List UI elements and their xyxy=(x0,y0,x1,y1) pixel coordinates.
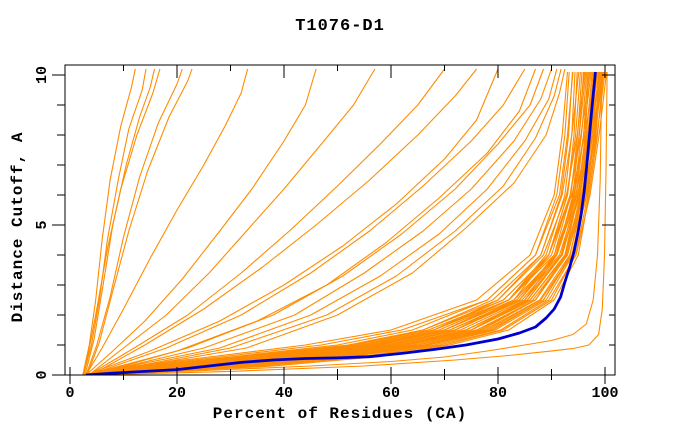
model-curve xyxy=(83,68,161,375)
tick-labels: 0 20 40 60 80 100 0 5 10 xyxy=(34,66,619,402)
model-curve xyxy=(85,71,593,375)
model-curve xyxy=(85,68,249,375)
model-curve xyxy=(85,68,537,375)
model-curve xyxy=(87,71,590,375)
model-curve xyxy=(85,68,317,375)
reference-curve xyxy=(85,71,597,375)
model-curve xyxy=(83,71,596,375)
model-curve xyxy=(83,71,569,375)
model-curve xyxy=(85,71,599,375)
y-tick-label: 5 xyxy=(34,220,51,229)
model-curve xyxy=(85,68,499,375)
plot-border xyxy=(64,64,616,376)
x-tick-label: 60 xyxy=(382,385,400,402)
model-curve xyxy=(85,68,558,375)
model-curve xyxy=(88,71,604,375)
model-curve xyxy=(86,71,589,375)
model-curve xyxy=(86,68,193,375)
model-curve xyxy=(87,71,594,375)
model-curve xyxy=(84,71,573,375)
model-curve xyxy=(82,68,147,375)
model-curve xyxy=(91,71,603,375)
model-curve xyxy=(91,68,562,375)
y-axis-label: Distance Cutoff, A xyxy=(9,132,27,323)
model-curve xyxy=(87,71,601,375)
model-curve xyxy=(84,71,581,375)
model-curve xyxy=(82,68,136,375)
model-curve xyxy=(91,71,608,375)
model-curve xyxy=(85,68,183,375)
chart-title: T1076-D1 xyxy=(295,17,385,36)
model-curve xyxy=(88,71,608,375)
model-curve xyxy=(88,68,566,375)
model-curve xyxy=(84,71,574,375)
model-curve xyxy=(84,71,596,375)
model-curve xyxy=(88,68,526,375)
x-tick-label: 100 xyxy=(591,385,618,402)
y-tick-label: 10 xyxy=(34,66,51,84)
model-curve xyxy=(84,71,587,375)
plot-area xyxy=(82,68,608,375)
x-tick-label: 40 xyxy=(275,385,293,402)
x-tick-label: 80 xyxy=(489,385,507,402)
x-axis-label: Percent of Residues (CA) xyxy=(213,405,467,423)
model-curve xyxy=(88,68,376,375)
y-tick-label: 0 xyxy=(34,370,51,379)
model-curve xyxy=(91,68,478,375)
x-tick-label: 20 xyxy=(168,385,186,402)
model-curve xyxy=(88,68,445,375)
x-tick-label: 0 xyxy=(65,385,74,402)
axes xyxy=(52,64,616,384)
model-curve xyxy=(88,71,602,375)
model-curve xyxy=(88,68,553,375)
model-curve xyxy=(91,68,545,375)
